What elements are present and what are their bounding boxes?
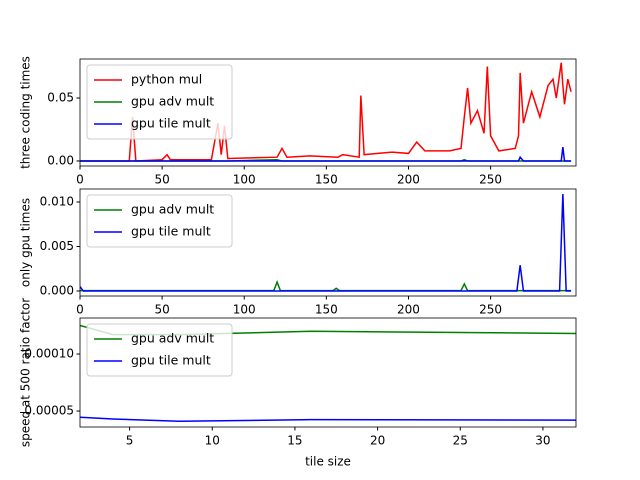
x-tick-label: 20 xyxy=(370,434,385,448)
legend-box xyxy=(86,194,233,248)
x-tick-label: 25 xyxy=(453,434,468,448)
axes-frame xyxy=(79,317,577,428)
y-tick-label: 0.005 xyxy=(40,239,74,253)
x-tick-label: 250 xyxy=(479,303,502,317)
x-tick-label: 100 xyxy=(233,303,256,317)
x-tick-label: 150 xyxy=(315,303,338,317)
y-axis-label: three coding times xyxy=(19,56,33,169)
series-line xyxy=(80,416,576,423)
x-tick-label: 0 xyxy=(76,173,84,187)
legend-label: gpu tile mult xyxy=(131,224,211,239)
x-axis-label: tile size xyxy=(305,455,351,469)
legend-box xyxy=(86,323,233,377)
x-tick-label: 200 xyxy=(397,173,420,187)
x-tick-label: 0 xyxy=(76,303,84,317)
legend-box xyxy=(86,64,233,140)
y-tick-label: 0.05 xyxy=(47,91,74,105)
legend-label: gpu adv mult xyxy=(131,94,214,109)
axes-frame xyxy=(79,188,577,297)
x-tick-label: 50 xyxy=(154,303,169,317)
series-line xyxy=(80,193,572,292)
legend-label: gpu tile mult xyxy=(131,353,211,368)
legend-label: gpu adv mult xyxy=(131,202,214,217)
axes-frame xyxy=(79,58,577,167)
y-axis-label: speed at 500 ratio factor xyxy=(19,298,33,447)
x-tick-label: 30 xyxy=(535,434,550,448)
x-tick-label: 200 xyxy=(397,303,420,317)
series-line xyxy=(80,147,572,162)
x-tick-label: 150 xyxy=(315,173,338,187)
x-tick-label: 50 xyxy=(154,173,169,187)
x-tick-label: 10 xyxy=(205,434,220,448)
x-tick-label: 250 xyxy=(479,173,502,187)
series-line xyxy=(80,280,572,292)
y-tick-label: 0.00005 xyxy=(24,404,74,418)
x-tick-label: 100 xyxy=(233,173,256,187)
y-tick-label: 0.00 xyxy=(47,153,74,167)
x-tick-label: 15 xyxy=(287,434,302,448)
y-tick-label: 0.010 xyxy=(40,194,74,208)
legend-label: gpu adv mult xyxy=(131,331,214,346)
y-tick-label: 0.00010 xyxy=(24,347,74,361)
legend-label: python mul xyxy=(131,72,202,87)
y-axis-label: only gpu times xyxy=(19,198,33,287)
legend-label: gpu tile mult xyxy=(131,116,211,131)
y-tick-label: 0.000 xyxy=(40,284,74,298)
x-tick-label: 5 xyxy=(126,434,134,448)
